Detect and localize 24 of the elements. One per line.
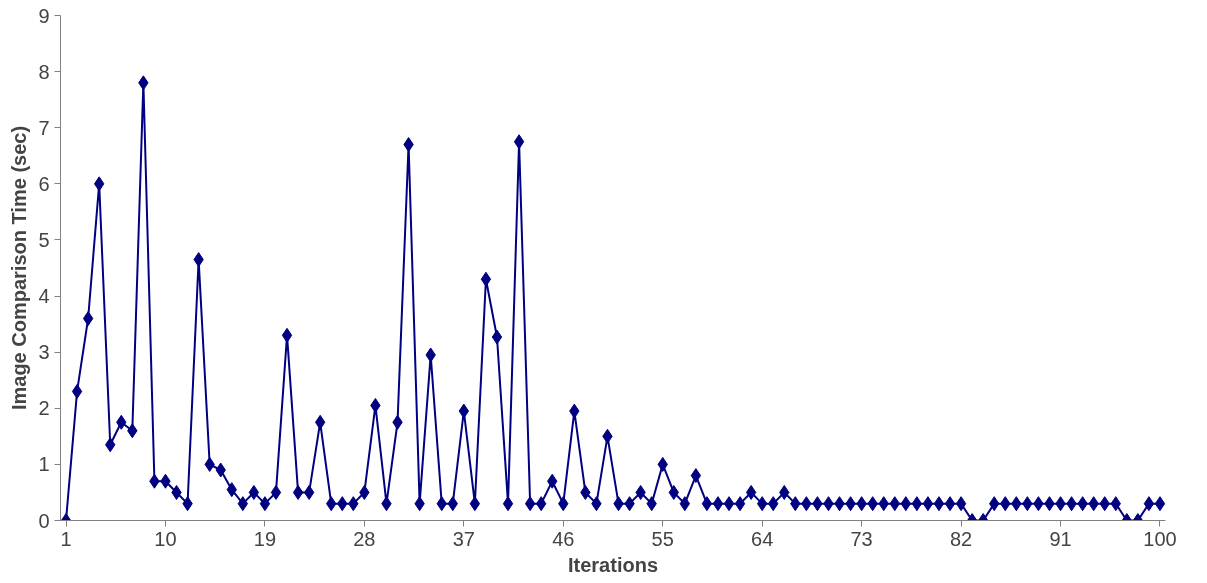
y-axis-title: Image Comparison Time (sec) xyxy=(8,125,31,411)
y-tick-label: 3 xyxy=(38,341,50,364)
y-tick-label: 0 xyxy=(38,509,50,532)
x-axis-title: Iterations xyxy=(567,553,659,576)
x-tick-label: 91 xyxy=(1049,527,1072,550)
x-tick-label: 19 xyxy=(253,527,277,550)
y-tick-label: 1 xyxy=(38,453,50,476)
x-tick-label: 10 xyxy=(154,527,177,550)
y-tick-label: 2 xyxy=(38,397,50,420)
x-tick-label: 37 xyxy=(452,527,475,550)
x-tick-label: 64 xyxy=(751,527,774,550)
x-tick-label: 46 xyxy=(552,527,575,550)
x-tick-label: 28 xyxy=(353,527,376,550)
y-tick-label: 7 xyxy=(38,116,50,139)
x-tick-label: 55 xyxy=(651,527,674,550)
x-tick-label: 82 xyxy=(949,527,973,550)
x-tick-label: 1 xyxy=(60,527,72,550)
y-tick-label: 9 xyxy=(38,4,50,27)
x-tick-label: 100 xyxy=(1143,527,1177,550)
y-tick-label: 8 xyxy=(38,60,50,83)
y-tick-label: 6 xyxy=(38,172,50,195)
y-tick-label: 5 xyxy=(38,228,50,251)
y-tick-label: 4 xyxy=(38,285,50,308)
x-tick-label: 73 xyxy=(850,527,873,550)
